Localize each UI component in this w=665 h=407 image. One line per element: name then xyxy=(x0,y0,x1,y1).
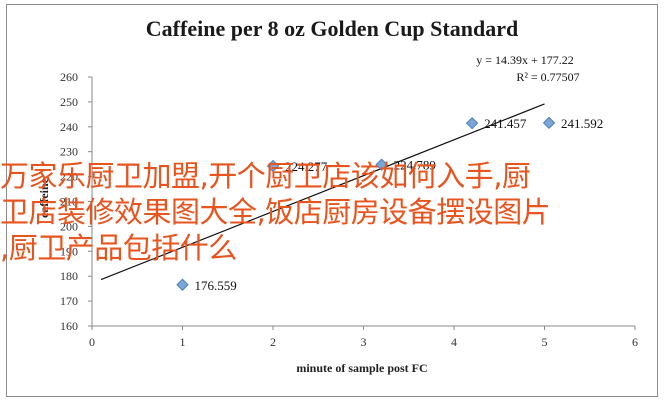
x-axis-label: minute of sample post FC xyxy=(296,361,427,375)
data-point-label: 176.559 xyxy=(195,278,237,293)
trendline xyxy=(100,103,545,281)
x-tick-label: 6 xyxy=(632,335,638,349)
data-point-marker xyxy=(375,158,388,171)
overlay-line-3: ,厨卫产品包括什么 xyxy=(0,231,237,265)
y-tick-label: 170 xyxy=(60,294,78,308)
y-tick-label: 250 xyxy=(60,95,78,109)
y-tick-label: 190 xyxy=(60,244,78,258)
data-point-label: 224.277 xyxy=(285,159,328,174)
overlay-line-1: 万家乐厨卫加盟,开个厨卫店该如何入手,厨 xyxy=(0,159,531,193)
data-point-marker xyxy=(266,159,280,173)
x-tick-label: 2 xyxy=(270,335,276,349)
x-tick-label: 0 xyxy=(89,335,95,349)
data-point-label: 241.592 xyxy=(561,116,603,131)
x-tick-label: 3 xyxy=(361,335,367,349)
x-tick-label: 1 xyxy=(180,335,186,349)
y-axis-label: caffeine xyxy=(37,177,51,218)
data-points: 176.559 224.277 224.789 241.457 241.592 xyxy=(176,116,603,293)
data-point-label: 241.457 xyxy=(484,116,527,131)
trendline-r-squared: R² = 0.77507 xyxy=(516,70,579,84)
y-tick-label: 180 xyxy=(60,269,78,283)
chart-title: Caffeine per 8 oz Golden Cup Standard xyxy=(146,16,518,41)
overlay-caption: 万家乐厨卫加盟,开个厨卫店该如何入手,厨 卫店装修效果图大全,饭店厨房设备摆设图… xyxy=(0,158,665,266)
trendline-equation: y = 14.39x + 177.22 xyxy=(476,53,574,67)
overlay-line-2: 卫店装修效果图大全,饭店厨房设备摆设图片 xyxy=(0,195,551,229)
data-point-label: 224.789 xyxy=(394,158,436,173)
axes xyxy=(88,76,636,330)
y-tick-label: 230 xyxy=(60,145,78,159)
y-tick-label: 200 xyxy=(60,219,78,233)
y-tick-label: 240 xyxy=(60,120,78,134)
data-point-marker xyxy=(542,116,556,130)
y-tick-label: 160 xyxy=(60,319,78,333)
x-tick-label: 5 xyxy=(542,335,548,349)
y-tick-label: 220 xyxy=(60,170,78,184)
chart-frame xyxy=(6,4,658,397)
data-point-marker xyxy=(176,278,189,291)
y-tick-label: 210 xyxy=(60,195,78,209)
x-tick-label: 4 xyxy=(451,335,457,349)
data-point-marker xyxy=(465,116,479,130)
tick-labels: 0 1 2 3 4 5 6 160 170 180 190 200 210 220 230 240 250 260 xyxy=(60,70,638,349)
y-tick-label: 260 xyxy=(60,70,78,84)
